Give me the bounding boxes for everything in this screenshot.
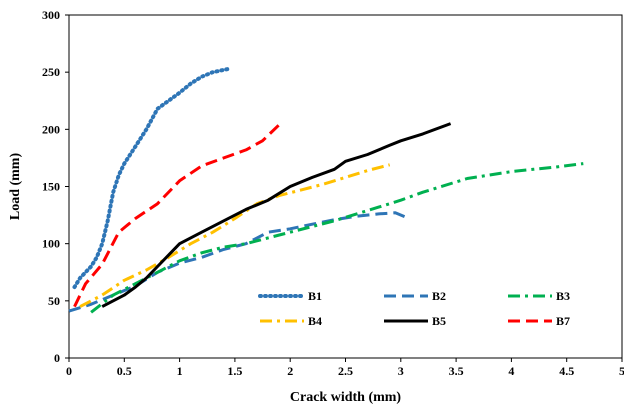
x-tick-label: 3 <box>398 364 404 378</box>
legend-label-b7: B7 <box>556 314 570 328</box>
y-tick-label: 100 <box>42 237 60 251</box>
x-tick-label: 4.5 <box>559 364 574 378</box>
series-line-b3 <box>90 162 584 314</box>
series-line-b7 <box>73 123 281 308</box>
legend-label-b1: B1 <box>308 289 322 303</box>
series-line-b4 <box>79 163 391 308</box>
x-tick-label: 1 <box>177 364 183 378</box>
x-tick-label: 0.5 <box>117 364 132 378</box>
series-line-b5 <box>101 122 452 308</box>
x-tick-label: 0 <box>66 364 72 378</box>
plot-area-frame <box>68 14 623 359</box>
x-tick-label: 2.5 <box>338 364 353 378</box>
x-tick-label: 5 <box>619 364 624 378</box>
legend-label-b2: B2 <box>432 289 446 303</box>
y-axis-title: Load (mm) <box>8 153 23 221</box>
x-tick-label: 1.5 <box>227 364 242 378</box>
x-tick-label: 4 <box>508 364 514 378</box>
x-tick-label: 2 <box>287 364 293 378</box>
y-tick-label: 0 <box>54 351 60 365</box>
series-layer <box>68 66 584 314</box>
y-tick-label: 250 <box>42 65 60 79</box>
series-line-b1 <box>72 66 232 290</box>
legend-label-b3: B3 <box>556 289 570 303</box>
y-tick-label: 300 <box>42 8 60 22</box>
y-tick-label: 200 <box>42 122 60 136</box>
x-axis-title: Crack width (mm) <box>290 390 402 405</box>
y-tick-label: 150 <box>42 180 60 194</box>
legend: B1 B2 B3 B4 B5 B7 <box>258 289 570 328</box>
legend-label-b5: B5 <box>432 314 446 328</box>
y-tick-label: 50 <box>48 294 60 308</box>
legend-label-b4: B4 <box>308 314 322 328</box>
x-tick-label: 3.5 <box>449 364 464 378</box>
